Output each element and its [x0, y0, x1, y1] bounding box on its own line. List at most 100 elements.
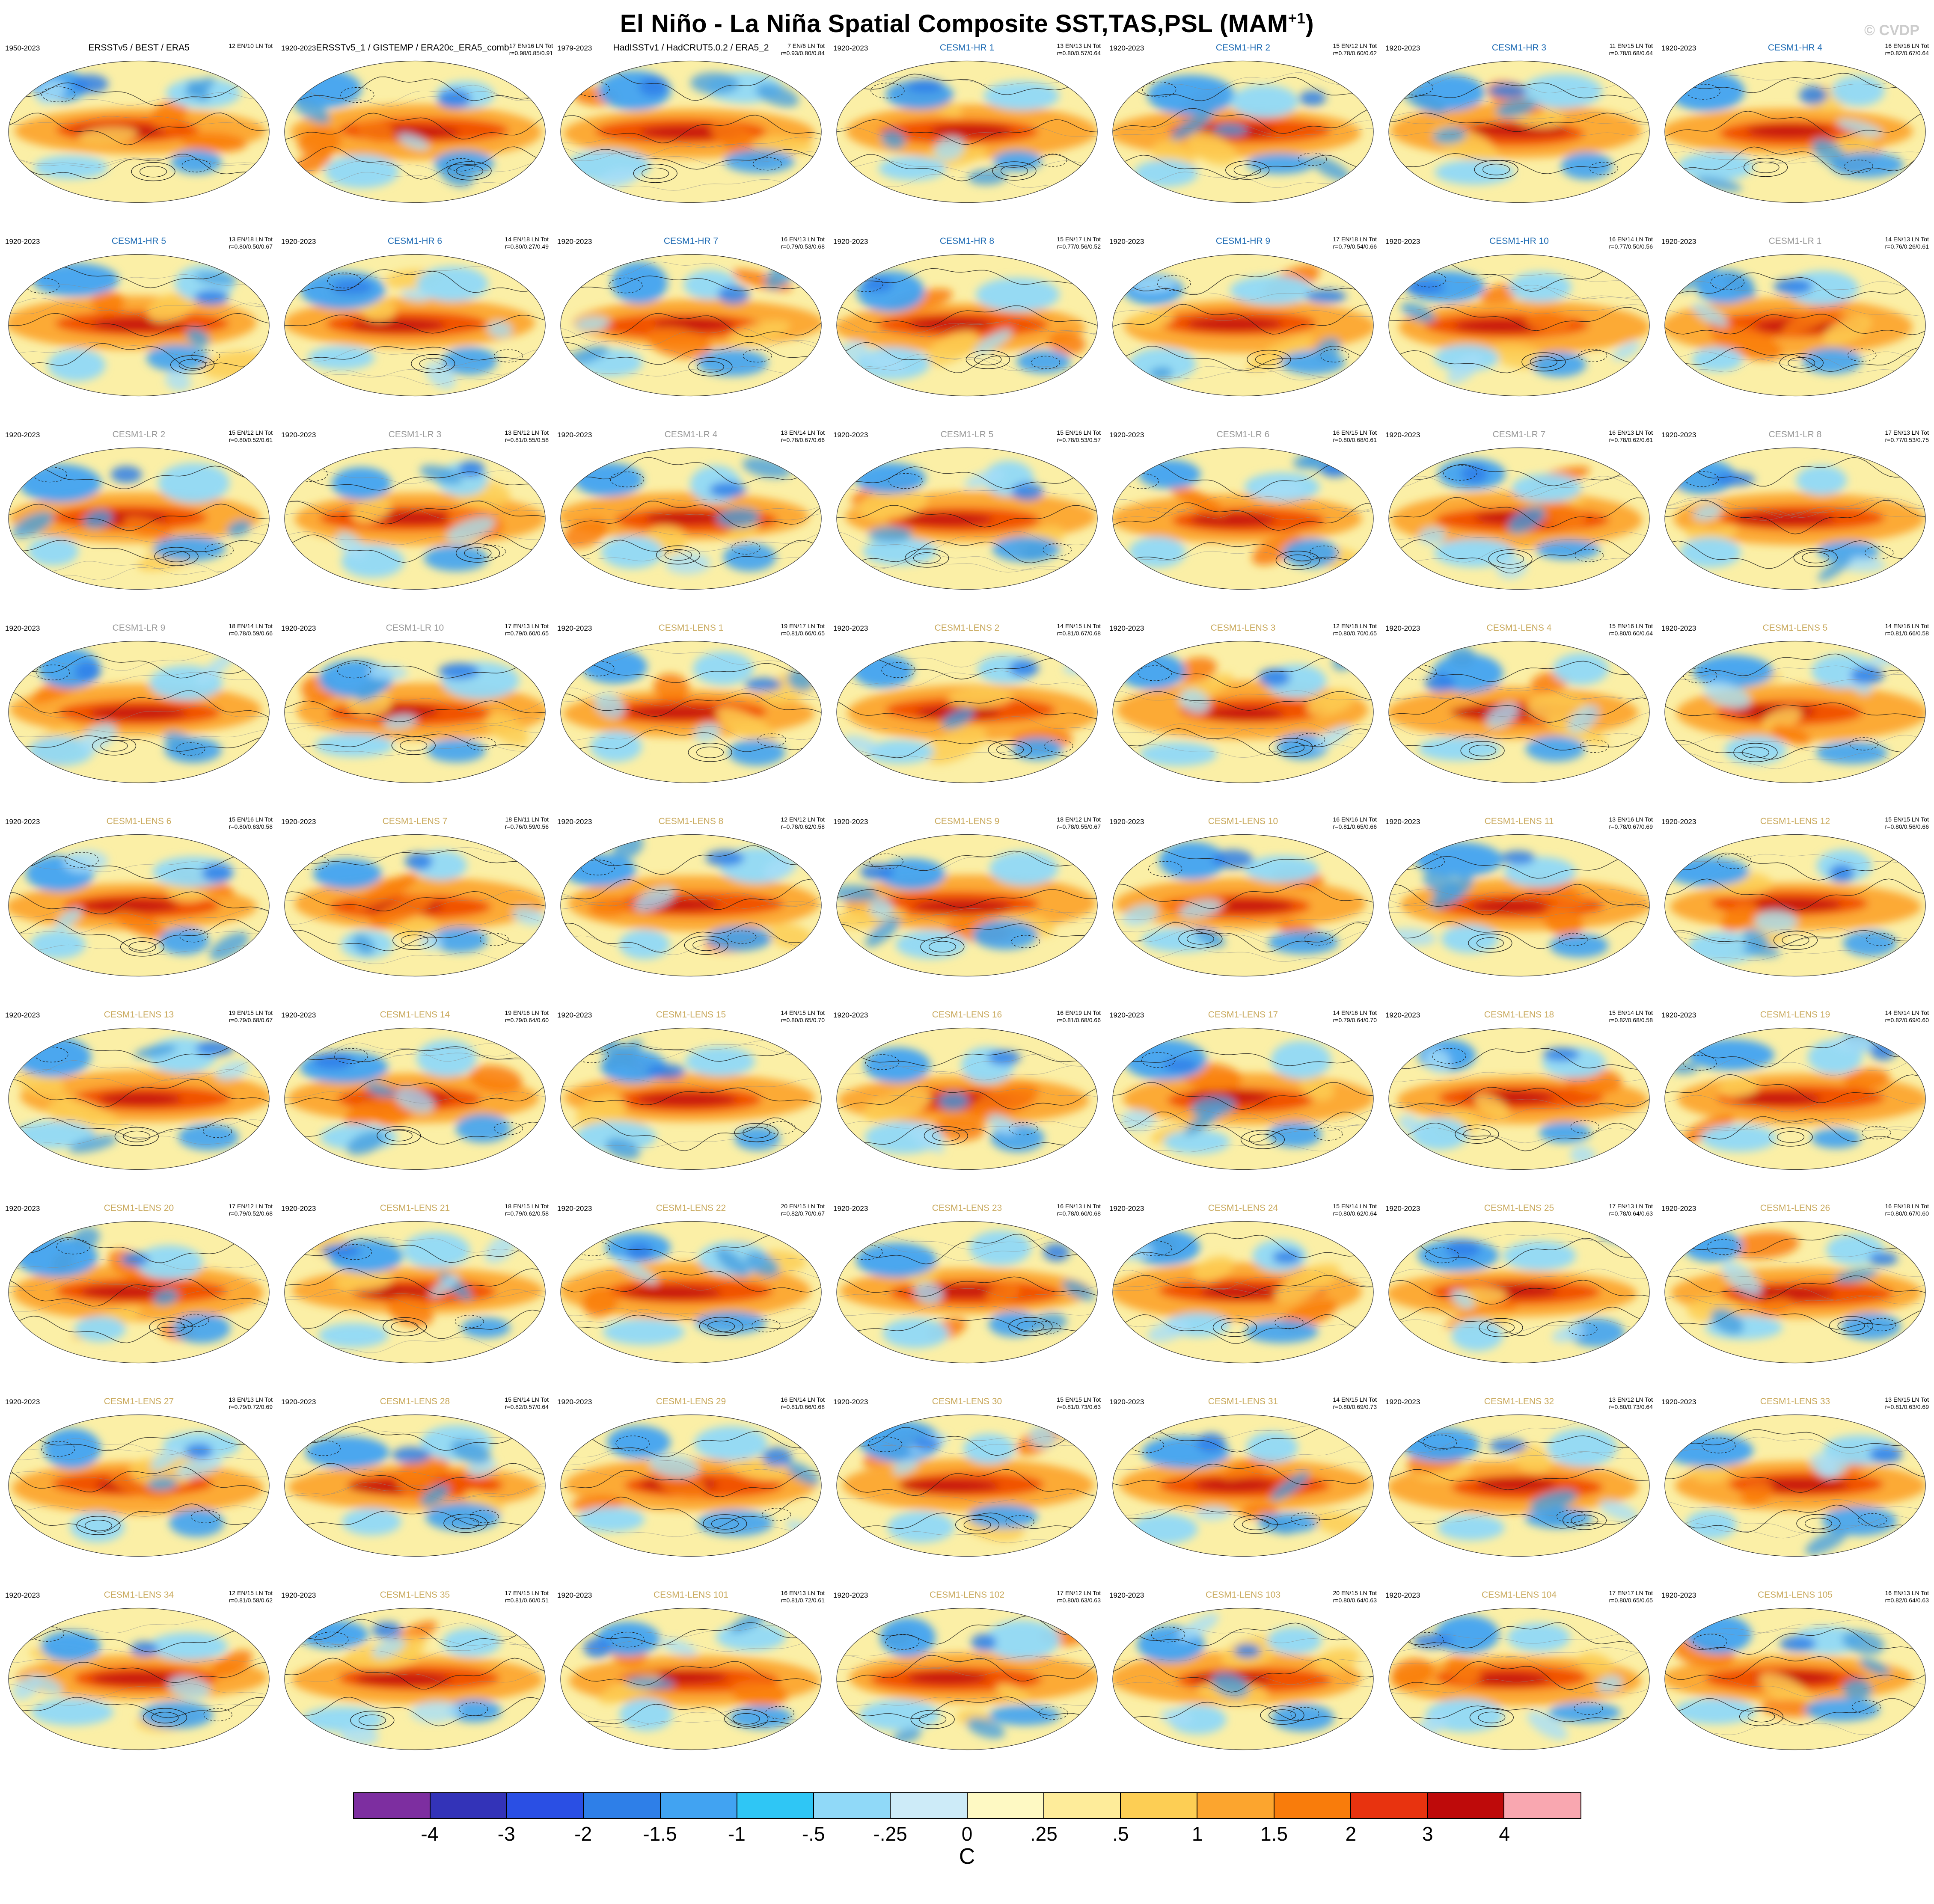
anomaly-map-svg: [8, 60, 270, 203]
colorbar-segment: [507, 1793, 584, 1818]
map-panel: 1920-2023 CESM1-HR 6 14 EN/18 LN Tot r=0…: [277, 235, 553, 428]
panel-en-ln-counts: 15 EN/16 LN Tot: [229, 816, 273, 823]
panel-pattern-correlations: r=0.78/0.59/0.66: [229, 629, 273, 637]
panel-stats: 17 EN/15 LN Tot r=0.81/0.60/0.51: [476, 1589, 549, 1604]
panel-en-ln-counts: 20 EN/15 LN Tot: [781, 1203, 825, 1210]
map-panel: 1920-2023 CESM1-LENS 3 12 EN/18 LN Tot r…: [1105, 622, 1381, 815]
panel-pattern-correlations: r=0.81/0.72/0.61: [781, 1596, 825, 1604]
map-robinson-projection: [1657, 640, 1933, 784]
panel-title: CESM1-LENS 105: [1757, 1590, 1833, 1600]
map-panel: 1920-2023 CESM1-LENS 21 18 EN/15 LN Tot …: [277, 1202, 553, 1395]
panel-stats: 15 EN/12 LN Tot r=0.78/0.60/0.62: [1304, 42, 1377, 57]
panel-pattern-correlations: r=0.80/0.63/0.63: [1057, 1596, 1101, 1604]
panel-en-ln-counts: 7 EN/6 LN Tot: [787, 42, 825, 49]
colorbar-tick-label: -.25: [873, 1823, 907, 1845]
panel-en-ln-counts: 14 EN/13 LN Tot: [1885, 236, 1929, 243]
panel-year-range: 1920-2023: [1109, 237, 1144, 246]
panel-en-ln-counts: 13 EN/15 LN Tot: [1885, 1396, 1929, 1403]
map-robinson-projection: [1381, 640, 1657, 784]
map-panel: 1920-2023 CESM1-LENS 102 17 EN/12 LN Tot…: [829, 1589, 1105, 1782]
map-robinson-projection: [1657, 1413, 1933, 1558]
anomaly-map-svg: [560, 1221, 822, 1364]
panel-year-range: 1920-2023: [5, 431, 40, 439]
panel-year-range: 1920-2023: [281, 44, 316, 52]
colorbar-segment: [1351, 1793, 1428, 1818]
anomaly-map-svg: [560, 447, 822, 590]
panel-stats: 16 EN/14 LN Tot r=0.77/0.50/0.56: [1580, 235, 1653, 250]
panel-year-range: 1920-2023: [5, 1011, 40, 1019]
panel-pattern-correlations: r=0.78/0.64/0.63: [1609, 1210, 1653, 1217]
panel-header: 1920-2023 CESM1-LR 6 16 EN/15 LN Tot r=0…: [1105, 428, 1381, 446]
panel-stats: 19 EN/15 LN Tot r=0.79/0.68/0.67: [200, 1008, 273, 1024]
panel-pattern-correlations: r=0.98/0.85/0.91: [509, 49, 553, 56]
panel-en-ln-counts: 14 EN/15 LN Tot: [1057, 623, 1101, 629]
map-robinson-projection: [1, 1607, 277, 1751]
panel-en-ln-counts: 15 EN/15 LN Tot: [1885, 816, 1929, 823]
map-robinson-projection: [553, 1607, 829, 1751]
panel-en-ln-counts: 12 EN/15 LN Tot: [229, 1590, 273, 1596]
panel-title: CESM1-LENS 21: [380, 1203, 450, 1213]
panel-header: 1920-2023 CESM1-LR 9 18 EN/14 LN Tot r=0…: [1, 622, 277, 640]
map-robinson-projection: [277, 833, 553, 978]
panel-pattern-correlations: r=0.81/0.60/0.51: [505, 1596, 549, 1604]
panel-pattern-correlations: r=0.77/0.50/0.56: [1609, 243, 1653, 250]
anomaly-map-svg: [8, 641, 270, 783]
panel-stats: 12 EN/18 LN Tot r=0.80/0.70/0.65: [1304, 622, 1377, 637]
map-robinson-projection: [1, 253, 277, 397]
panel-pattern-correlations: r=0.81/0.67/0.68: [1057, 629, 1101, 637]
map-robinson-projection: [829, 446, 1105, 591]
map-robinson-projection: [1381, 833, 1657, 978]
map-robinson-projection: [1105, 59, 1381, 204]
anomaly-map-svg: [836, 1221, 1098, 1364]
map-robinson-projection: [1, 1220, 277, 1364]
anomaly-map-svg: [560, 834, 822, 977]
panel-title: CESM1-HR 3: [1491, 43, 1547, 53]
panel-en-ln-counts: 16 EN/16 LN Tot: [1333, 816, 1377, 823]
panel-year-range: 1920-2023: [1661, 1011, 1696, 1019]
panel-year-range: 1920-2023: [833, 1591, 868, 1599]
panel-title: CESM1-LENS 9: [934, 816, 1000, 826]
map-robinson-projection: [553, 1220, 829, 1364]
panel-en-ln-counts: 15 EN/12 LN Tot: [229, 429, 273, 436]
panel-year-range: 1920-2023: [1661, 431, 1696, 439]
panel-pattern-correlations: r=0.81/0.65/0.66: [1333, 823, 1377, 830]
panel-header: 1920-2023 CESM1-HR 3 11 EN/15 LN Tot r=0…: [1381, 42, 1657, 59]
panel-stats: 7 EN/6 LN Tot r=0.93/0.80/0.84: [769, 42, 825, 57]
map-panel: 1920-2023 CESM1-LENS 30 15 EN/15 LN Tot …: [829, 1395, 1105, 1589]
panel-year-range: 1920-2023: [1661, 624, 1696, 632]
anomaly-map-svg: [1388, 60, 1650, 203]
panel-en-ln-counts: 17 EN/13 LN Tot: [1885, 429, 1929, 436]
panel-year-range: 1920-2023: [1661, 818, 1696, 826]
colorbar-segment: [1504, 1793, 1580, 1818]
panel-grid: 1950-2023 ERSSTv5 / BEST / ERA5 12 EN/10…: [0, 42, 1934, 1782]
panel-pattern-correlations: r=0.80/0.50/0.67: [229, 243, 273, 250]
panel-pattern-correlations: r=0.81/0.73/0.63: [1057, 1403, 1101, 1410]
panel-header: 1920-2023 CESM1-LR 4 13 EN/14 LN Tot r=0…: [553, 428, 829, 446]
panel-header: 1920-2023 CESM1-LENS 4 15 EN/16 LN Tot r…: [1381, 622, 1657, 640]
panel-stats: 15 EN/15 LN Tot r=0.81/0.73/0.63: [1028, 1395, 1101, 1411]
map-panel: 1920-2023 CESM1-HR 9 17 EN/18 LN Tot r=0…: [1105, 235, 1381, 428]
map-panel: 1920-2023 CESM1-LENS 10 16 EN/16 LN Tot …: [1105, 815, 1381, 1008]
panel-title: CESM1-LENS 3: [1210, 623, 1276, 633]
panel-header: 1920-2023 CESM1-LENS 10 16 EN/16 LN Tot …: [1105, 815, 1381, 833]
map-robinson-projection: [1105, 1607, 1381, 1751]
panel-title: CESM1-LR 5: [940, 430, 994, 439]
panel-header: 1920-2023 CESM1-LENS 18 15 EN/14 LN Tot …: [1381, 1008, 1657, 1026]
panel-year-range: 1920-2023: [1109, 818, 1144, 826]
panel-header: 1920-2023 CESM1-LENS 11 13 EN/16 LN Tot …: [1381, 815, 1657, 833]
colorbar-segment: [814, 1793, 891, 1818]
panel-title: CESM1-LR 9: [112, 623, 166, 633]
map-panel: 1920-2023 CESM1-HR 7 16 EN/13 LN Tot r=0…: [553, 235, 829, 428]
anomaly-map-svg: [1388, 834, 1650, 977]
panel-year-range: 1920-2023: [1385, 1204, 1420, 1213]
map-panel: 1920-2023 CESM1-LR 8 17 EN/13 LN Tot r=0…: [1657, 428, 1933, 622]
panel-title: CESM1-LENS 11: [1484, 816, 1554, 826]
map-panel: 1920-2023 CESM1-LENS 26 16 EN/18 LN Tot …: [1657, 1202, 1933, 1395]
panel-year-range: 1920-2023: [1109, 1204, 1144, 1213]
panel-year-range: 1920-2023: [5, 1204, 40, 1213]
map-robinson-projection: [553, 59, 829, 204]
panel-pattern-correlations: r=0.81/0.63/0.69: [1885, 1403, 1929, 1410]
panel-en-ln-counts: 17 EN/13 LN Tot: [505, 623, 549, 629]
panel-pattern-correlations: r=0.76/0.59/0.56: [505, 823, 549, 830]
panel-pattern-correlations: r=0.78/0.67/0.69: [1609, 823, 1653, 830]
